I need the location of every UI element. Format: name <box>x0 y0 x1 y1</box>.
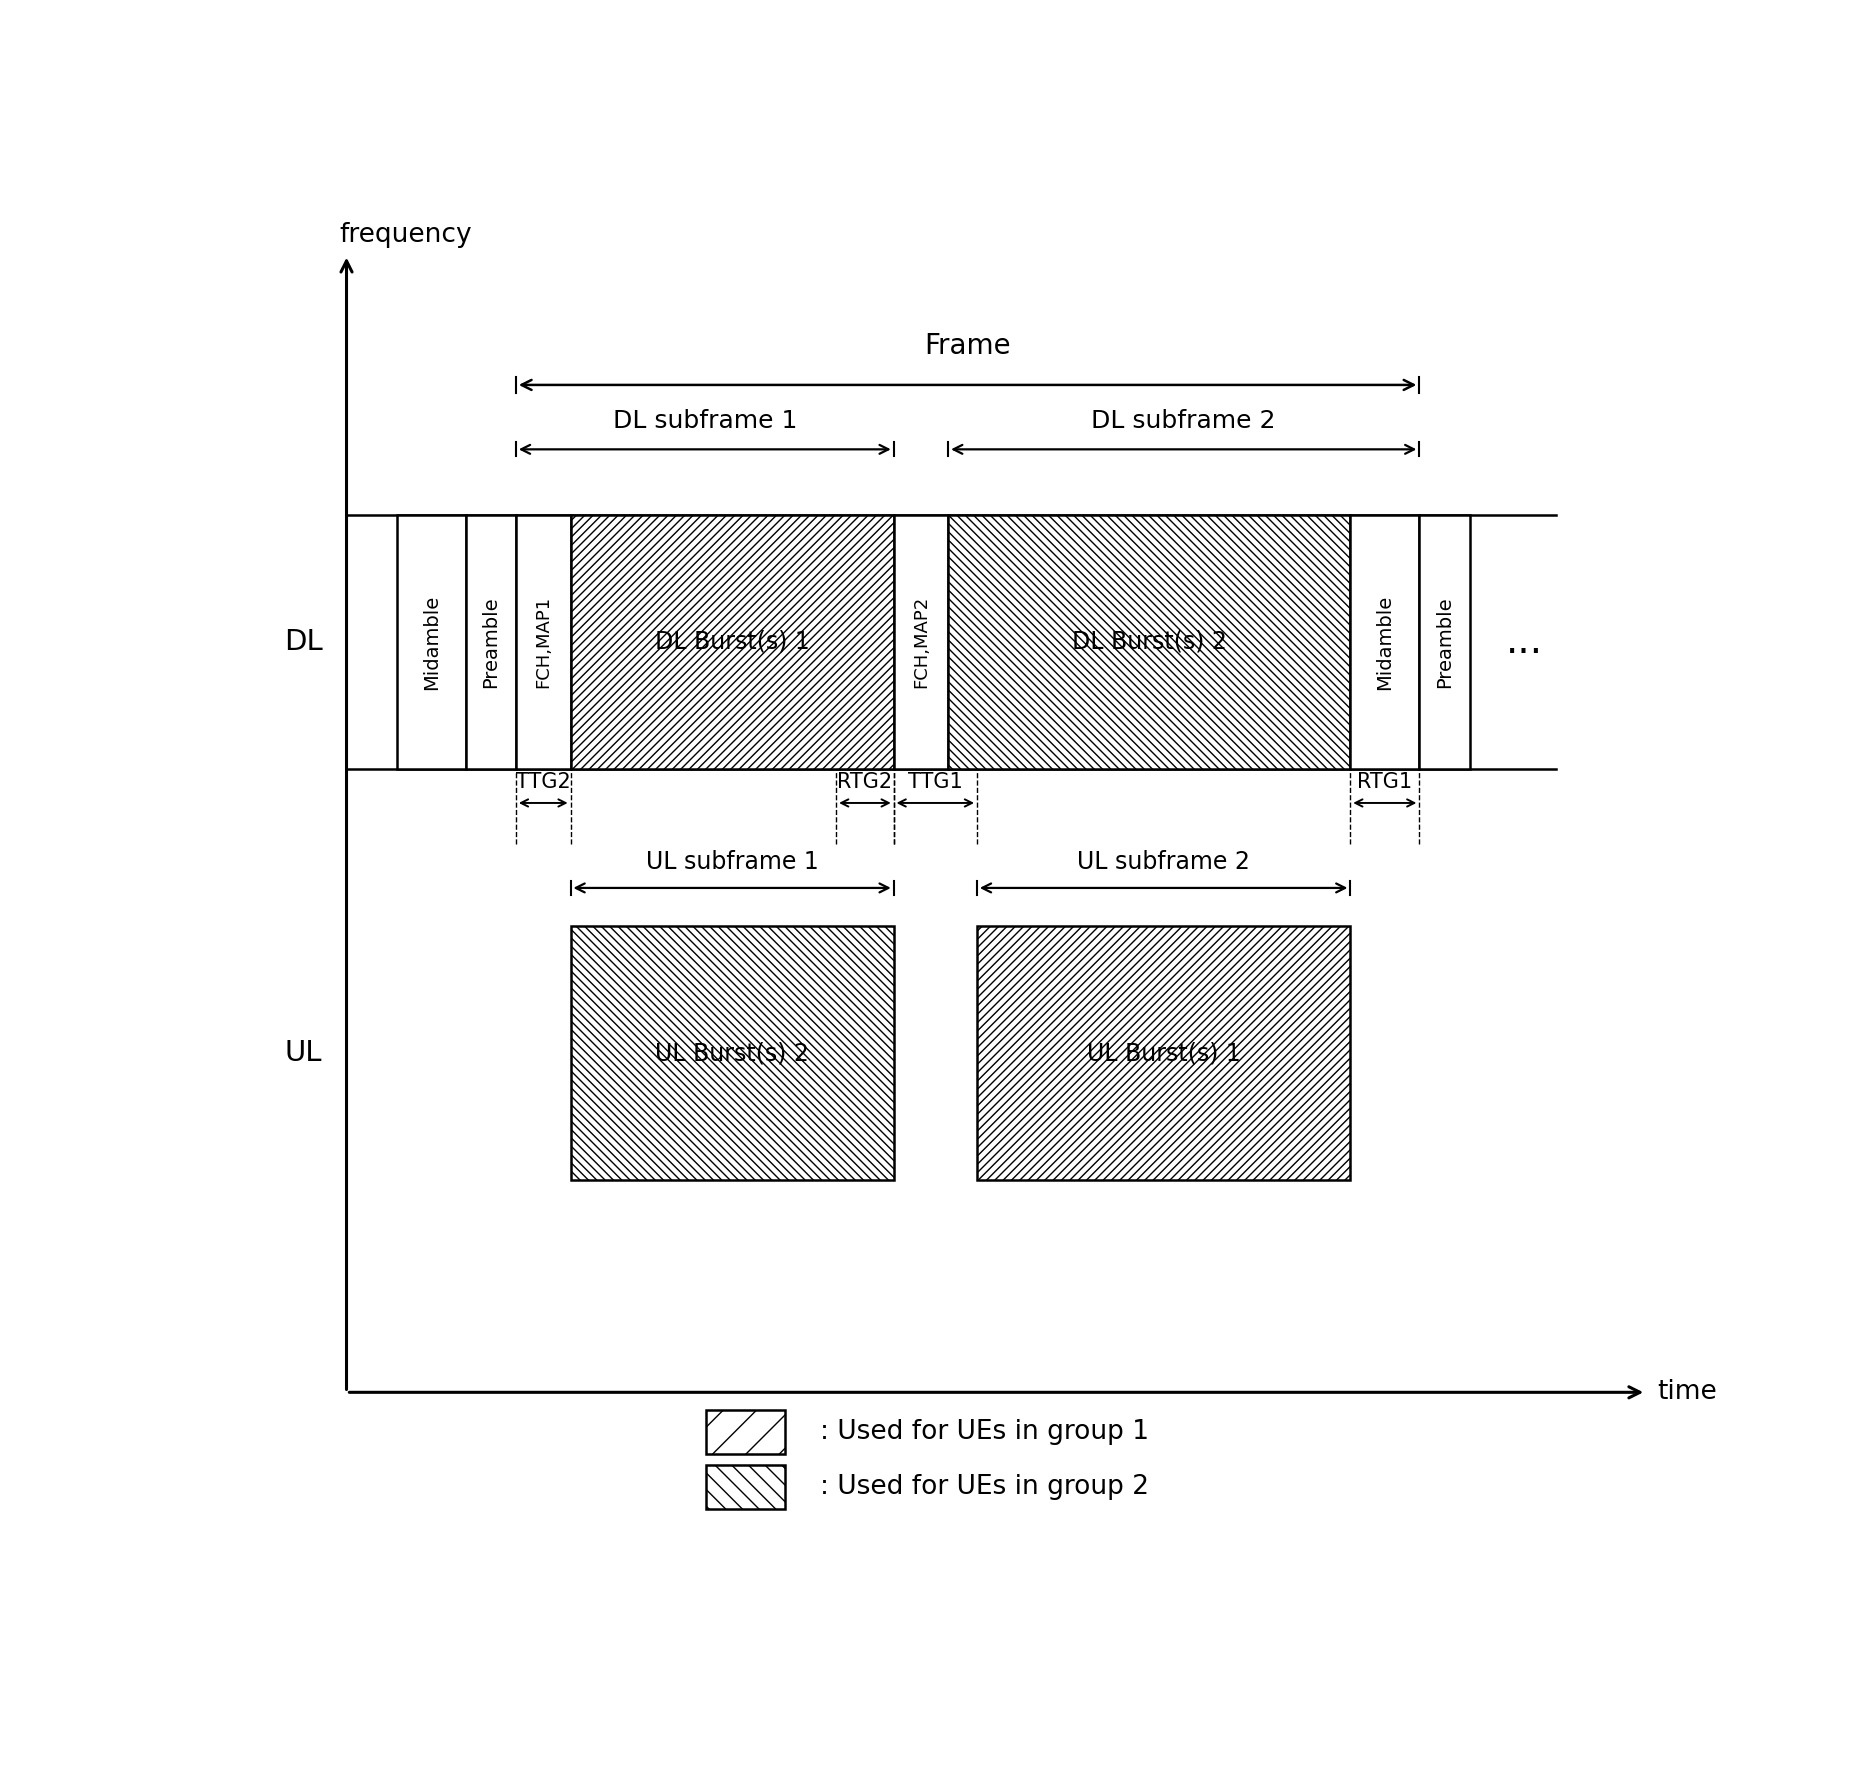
Text: frequency: frequency <box>339 222 473 247</box>
Bar <box>571 514 893 769</box>
Text: Midamble: Midamble <box>1375 595 1393 689</box>
Text: TTG2: TTG2 <box>515 773 571 792</box>
Text: TTG1: TTG1 <box>908 773 964 792</box>
Bar <box>1351 514 1419 769</box>
Text: DL: DL <box>284 628 322 655</box>
Bar <box>949 514 1351 769</box>
Bar <box>706 1410 784 1454</box>
Text: : Used for UEs in group 1: : Used for UEs in group 1 <box>821 1419 1149 1445</box>
Text: DL Burst(s) 1: DL Burst(s) 1 <box>654 630 810 653</box>
Text: FCH,MAP1: FCH,MAP1 <box>534 596 552 689</box>
Bar <box>893 514 949 769</box>
Text: UL Burst(s) 1: UL Burst(s) 1 <box>1086 1041 1240 1064</box>
Text: : Used for UEs in group 2: : Used for UEs in group 2 <box>821 1474 1149 1501</box>
Text: FCH,MAP2: FCH,MAP2 <box>912 596 930 689</box>
Bar <box>977 926 1351 1180</box>
Text: UL Burst(s) 2: UL Burst(s) 2 <box>656 1041 810 1064</box>
Text: Preamble: Preamble <box>482 596 500 687</box>
Bar <box>571 926 893 1180</box>
Text: UL subframe 1: UL subframe 1 <box>645 851 819 874</box>
Text: UL: UL <box>285 1040 322 1066</box>
Text: DL Burst(s) 2: DL Burst(s) 2 <box>1071 630 1227 653</box>
Text: RTG1: RTG1 <box>1356 773 1412 792</box>
Bar <box>465 514 515 769</box>
Text: Midamble: Midamble <box>422 595 441 689</box>
Text: UL subframe 2: UL subframe 2 <box>1077 851 1251 874</box>
Text: Preamble: Preamble <box>1434 596 1455 687</box>
Text: DL subframe 1: DL subframe 1 <box>613 409 797 433</box>
Text: ...: ... <box>1505 623 1544 660</box>
Bar <box>706 1465 784 1509</box>
Text: DL subframe 2: DL subframe 2 <box>1091 409 1277 433</box>
Bar <box>1419 514 1469 769</box>
Text: time: time <box>1658 1380 1718 1406</box>
Text: RTG2: RTG2 <box>838 773 893 792</box>
Text: Frame: Frame <box>925 333 1012 360</box>
Bar <box>397 514 465 769</box>
Bar <box>515 514 571 769</box>
